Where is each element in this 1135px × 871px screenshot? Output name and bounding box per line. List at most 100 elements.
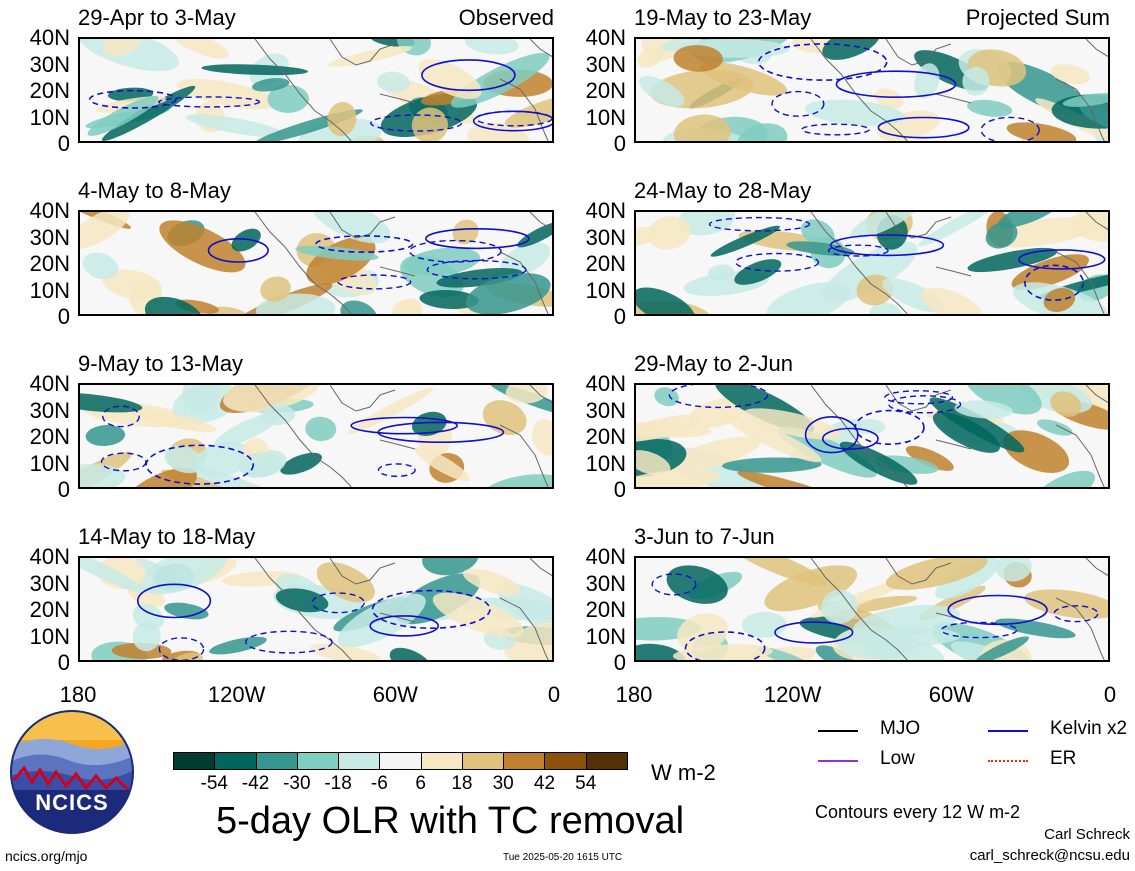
y-tick-label: 10N [29, 450, 70, 476]
panel-title-p3: 9-May to 13-May [78, 351, 244, 376]
colorbar-label: 6 [415, 773, 426, 794]
y-tick-label: 40N [585, 25, 626, 50]
y-tick-label: 20N [29, 78, 70, 103]
y-tick-label: 30N [585, 397, 626, 423]
legend-line-low [818, 760, 858, 762]
colorbar-label: 54 [575, 773, 597, 794]
y-tick-label: 20N [29, 251, 70, 276]
olr-map-p3 [78, 383, 554, 489]
colorbar-label: 42 [533, 773, 556, 794]
x-tick-label: 120W [207, 682, 266, 707]
x-tick-label: 120W [763, 682, 822, 707]
main-title: 5-day OLR with TC removal [216, 800, 685, 842]
colorbar-label: 18 [451, 773, 473, 794]
panel-tag-p1: Observed [458, 5, 554, 30]
x-tick-label: 60W [372, 682, 418, 707]
y-tick-label: 10N [585, 104, 626, 130]
y-tick-label: 40N [29, 371, 70, 396]
legend-label: Kelvin x2 [1050, 718, 1128, 739]
y-tick-label: 0 [57, 131, 70, 156]
olr-map-p5 [634, 37, 1110, 143]
footer-author: Carl Schreck [1044, 826, 1130, 843]
panel-title-p1: 29-Apr to 3-May [78, 5, 236, 30]
x-tick-label: 0 [547, 682, 561, 707]
y-tick-label: 40N [29, 25, 70, 50]
y-tick-label: 10N [585, 277, 626, 303]
y-tick-label: 0 [613, 304, 626, 329]
y-tick-label: 10N [585, 623, 626, 649]
panel-title-p2: 4-May to 8-May [78, 178, 231, 203]
panel-title-p8: 3-Jun to 7-Jun [634, 524, 775, 549]
y-tick-label: 0 [57, 650, 70, 675]
legend-label: MJO [880, 718, 921, 739]
colorbar-label: -42 [241, 773, 270, 794]
x-tick-label: 180 [59, 682, 97, 707]
x-tick-label: 180 [615, 682, 653, 707]
legend-line-kelvin-x2 [988, 730, 1028, 732]
y-tick-label: 40N [585, 371, 626, 396]
y-tick-label: 20N [585, 424, 626, 449]
y-tick-label: 0 [57, 477, 70, 502]
panel-title-p4: 14-May to 18-May [78, 524, 256, 549]
x-tick-label: 0 [1103, 682, 1117, 707]
y-tick-label: 0 [613, 650, 626, 675]
olr-map-p2 [78, 210, 554, 316]
y-tick-label: 20N [29, 597, 70, 622]
footer-timestamp: Tue 2025-05-20 1615 UTC [503, 852, 623, 863]
y-tick-label: 30N [29, 570, 70, 596]
panel-title-p5: 19-May to 23-May [634, 5, 812, 30]
y-tick-label: 10N [29, 104, 70, 130]
y-tick-label: 40N [29, 544, 70, 569]
y-tick-label: 30N [585, 570, 626, 596]
y-tick-label: 0 [613, 477, 626, 502]
y-tick-label: 0 [57, 304, 70, 329]
y-tick-label: 0 [613, 131, 626, 156]
legend-label: Low [880, 748, 915, 769]
colorbar-label: -6 [370, 773, 388, 794]
x-tick-label: 60W [928, 682, 974, 707]
legend-line-mjo [818, 730, 858, 732]
colorbar-swatch [420, 752, 463, 770]
y-tick-label: 20N [585, 597, 626, 622]
olr-map-p6 [634, 210, 1110, 316]
panel-title-p6: 24-May to 28-May [634, 178, 812, 203]
y-tick-label: 10N [29, 623, 70, 649]
colorbar-label: -18 [324, 773, 352, 794]
olr-map-p7 [634, 383, 1110, 489]
colorbar-swatch [379, 752, 422, 770]
colorbar-swatch [255, 752, 298, 770]
y-tick-label: 20N [585, 251, 626, 276]
colorbar: -54 -42 -30 -18 -6 6 18 30 42 54 [173, 752, 628, 797]
y-tick-label: 40N [585, 544, 626, 569]
footer-email[interactable]: carl_schreck@ncsu.edu [969, 847, 1130, 864]
olr-map-p8 [634, 556, 1110, 662]
colorbar-swatch [338, 752, 381, 770]
y-tick-label: 20N [29, 424, 70, 449]
colorbar-swatch [544, 752, 587, 770]
legend-label: ER [1050, 748, 1077, 769]
y-tick-label: 30N [29, 397, 70, 423]
colorbar-swatch [214, 752, 257, 770]
colorbar-label: 30 [492, 773, 514, 794]
colorbar-swatch [173, 752, 216, 770]
y-tick-label: 40N [29, 198, 70, 223]
colorbar-swatch [503, 752, 546, 770]
ncics-logo-icon [10, 710, 134, 834]
logo-text: NCICS [35, 790, 109, 815]
colorbar-swatch [585, 752, 628, 770]
y-tick-label: 30N [29, 224, 70, 250]
colorbar-swatch [296, 752, 340, 770]
olr-map-p1 [78, 37, 554, 143]
colorbar-label: -30 [283, 773, 311, 794]
colorbar-units: W m-2 [651, 760, 716, 785]
panel-title-p7: 29-May to 2-Jun [634, 351, 793, 376]
olr-map-p4 [78, 556, 554, 662]
legend-line-er [988, 760, 1028, 762]
colorbar-swatch [461, 752, 505, 770]
y-tick-label: 20N [585, 78, 626, 103]
y-tick-label: 30N [29, 51, 70, 77]
colorbar-label: -54 [200, 773, 228, 794]
ncics-logo: NCICS [10, 710, 134, 834]
footer-url[interactable]: ncics.org/mjo [5, 848, 88, 864]
panel-tag-p5: Projected Sum [965, 5, 1110, 30]
